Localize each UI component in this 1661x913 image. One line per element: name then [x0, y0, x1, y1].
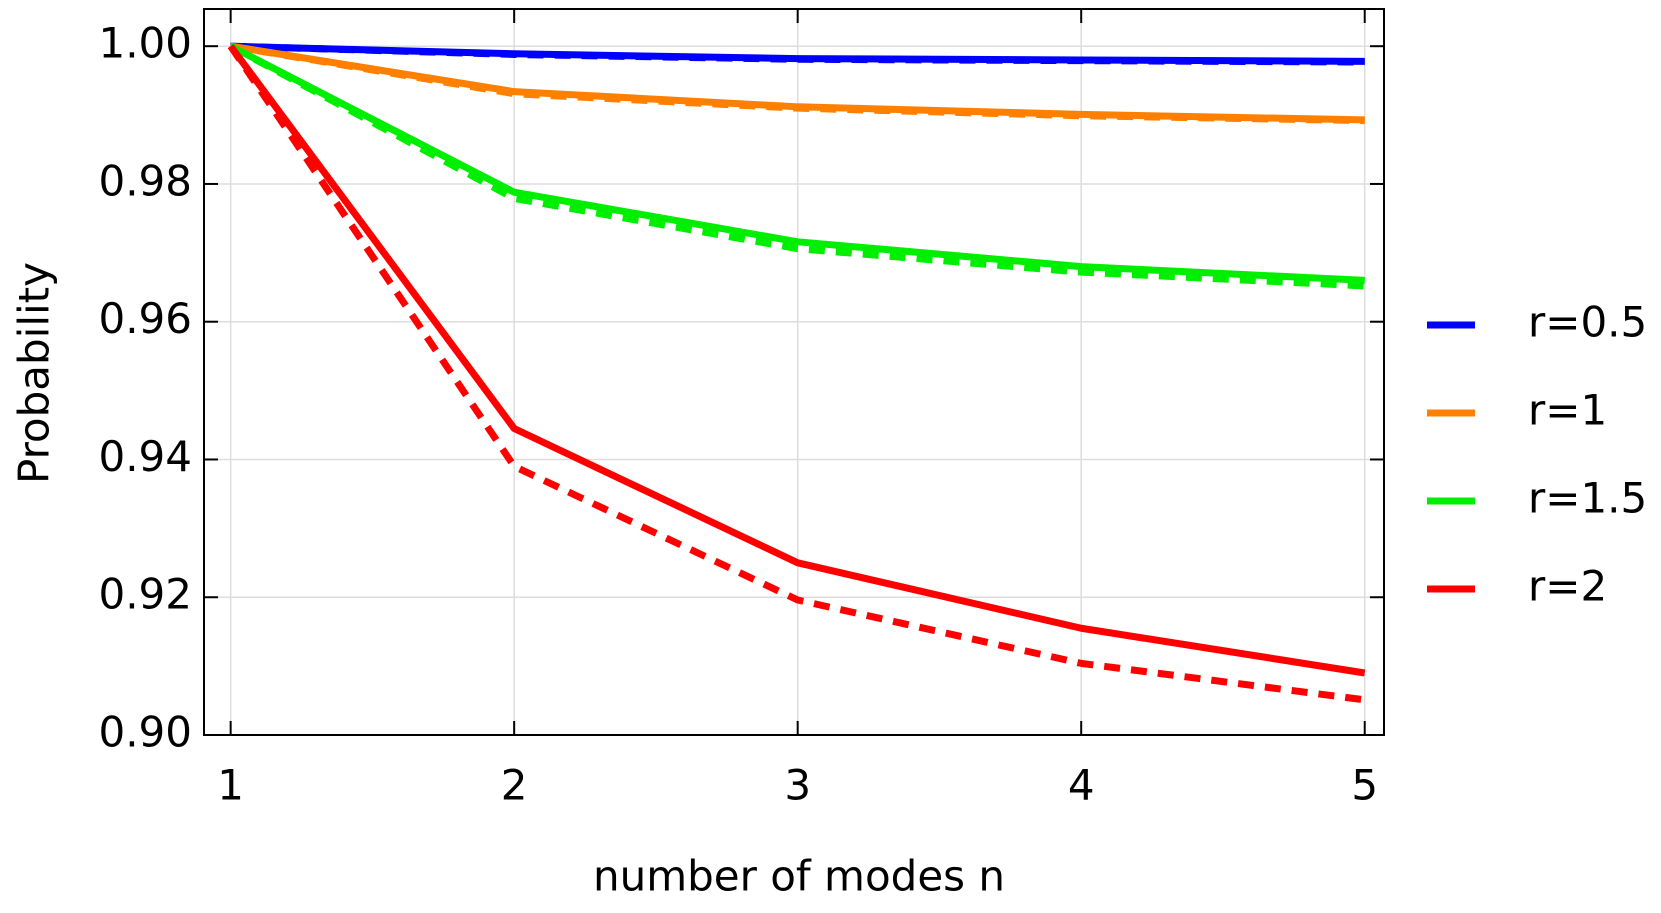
x-axis-label: number of modes n [593, 852, 1005, 901]
y-tick-label: 1.00 [98, 19, 192, 68]
legend-label: r=1 [1528, 386, 1607, 435]
dashed-line [227, 44, 1366, 704]
line [227, 44, 1366, 677]
y-tick-label: 0.90 [98, 708, 192, 757]
legend-label: r=1.5 [1528, 474, 1647, 523]
line [229, 43, 1365, 284]
x-tick-label: 5 [1351, 761, 1378, 810]
y-tick-label: 0.94 [98, 432, 192, 481]
x-tick-label: 3 [784, 761, 811, 810]
line [230, 42, 1365, 124]
y-tick-label: 0.92 [98, 570, 192, 619]
plot-frame [203, 8, 1385, 736]
line [230, 42, 1365, 65]
y-tick-label: 0.98 [98, 156, 192, 205]
x-tick-label: 4 [1068, 761, 1095, 810]
x-tick-label: 2 [501, 761, 528, 810]
dashed-line [228, 43, 1365, 290]
y-tick-label: 0.96 [98, 294, 192, 343]
y-axis-label: Probability [10, 262, 59, 484]
legend-label: r=0.5 [1528, 298, 1647, 347]
legend-label: r=2 [1528, 562, 1607, 611]
x-tick-label: 1 [217, 761, 244, 810]
